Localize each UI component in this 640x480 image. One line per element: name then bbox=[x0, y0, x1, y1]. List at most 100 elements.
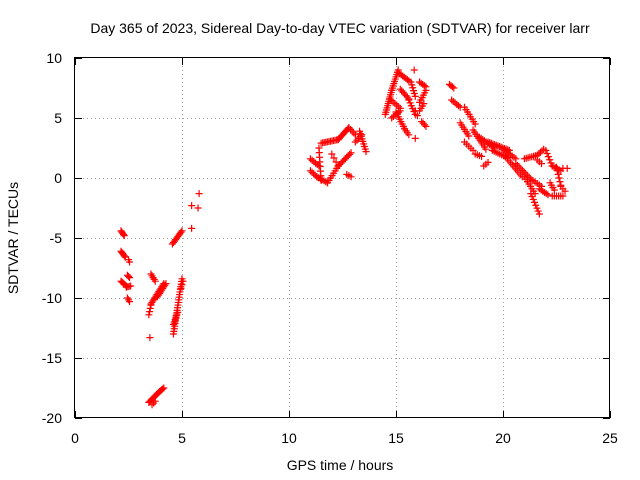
data-point bbox=[482, 145, 490, 153]
data-point bbox=[544, 191, 552, 199]
data-point bbox=[405, 131, 413, 139]
data-point bbox=[553, 167, 561, 175]
data-point bbox=[188, 202, 196, 210]
data-point bbox=[489, 140, 497, 148]
data-point bbox=[563, 164, 571, 172]
data-point bbox=[362, 148, 370, 156]
data-point bbox=[125, 272, 132, 280]
data-point bbox=[525, 173, 533, 181]
data-point bbox=[546, 156, 554, 164]
data-point bbox=[494, 142, 502, 150]
data-point bbox=[308, 168, 316, 176]
data-point bbox=[411, 134, 419, 142]
data-point bbox=[422, 122, 430, 130]
data-point bbox=[195, 190, 203, 198]
data-point bbox=[492, 141, 500, 149]
data-point bbox=[413, 112, 421, 120]
y-tick-label: 0 bbox=[54, 170, 62, 186]
axis-ticks bbox=[75, 58, 611, 419]
data-point bbox=[151, 397, 159, 405]
data-point bbox=[469, 146, 477, 154]
data-point bbox=[543, 150, 551, 158]
data-point bbox=[471, 120, 479, 128]
data-point bbox=[126, 274, 134, 282]
data-point bbox=[487, 139, 495, 147]
data-point bbox=[310, 170, 318, 178]
data-point bbox=[553, 163, 560, 171]
data-point bbox=[450, 84, 458, 92]
data-point bbox=[306, 167, 314, 175]
data-point bbox=[334, 162, 342, 170]
data-point bbox=[161, 281, 169, 289]
y-tick-label: -15 bbox=[42, 350, 62, 366]
data-point bbox=[542, 146, 550, 154]
data-point bbox=[146, 334, 154, 342]
data-point bbox=[177, 284, 185, 292]
data-point bbox=[561, 187, 569, 195]
data-point bbox=[347, 173, 355, 181]
data-point bbox=[410, 66, 418, 74]
x-tick-label: 20 bbox=[495, 430, 511, 446]
data-point bbox=[328, 150, 336, 158]
x-tick-label: 0 bbox=[71, 430, 79, 446]
data-point bbox=[178, 227, 186, 235]
data-point bbox=[515, 163, 523, 171]
data-points bbox=[117, 66, 571, 409]
y-tick-label: -5 bbox=[50, 230, 63, 246]
data-point bbox=[146, 304, 154, 312]
grid-lines bbox=[75, 58, 610, 418]
y-tick-label: -10 bbox=[42, 290, 62, 306]
data-point bbox=[538, 160, 546, 168]
data-point bbox=[126, 298, 134, 306]
data-point bbox=[554, 170, 562, 178]
data-point bbox=[347, 149, 355, 157]
data-point bbox=[330, 154, 338, 162]
x-tick-label: 5 bbox=[178, 430, 186, 446]
y-tick-label: 5 bbox=[54, 110, 62, 126]
data-point bbox=[188, 224, 196, 232]
y-tick-labels: -20 -15 -10 -5 0 5 10 bbox=[42, 50, 62, 426]
data-point bbox=[174, 308, 182, 316]
data-point bbox=[555, 174, 563, 182]
data-point bbox=[484, 158, 492, 166]
data-point bbox=[146, 308, 154, 316]
x-tick-labels: 0 5 10 15 20 25 bbox=[71, 430, 618, 446]
data-point bbox=[550, 186, 558, 194]
x-tick-label: 10 bbox=[281, 430, 297, 446]
data-point bbox=[420, 82, 428, 90]
chart-title: Day 365 of 2023, Sidereal Day-to-day VTE… bbox=[90, 20, 590, 36]
data-point bbox=[559, 192, 567, 200]
data-point bbox=[396, 107, 404, 115]
x-tick-label: 15 bbox=[388, 430, 404, 446]
data-point bbox=[465, 132, 473, 140]
y-axis-label: SDTVAR / TECUs bbox=[5, 182, 21, 294]
data-point bbox=[484, 138, 492, 146]
data-point bbox=[542, 190, 550, 198]
data-point bbox=[351, 131, 359, 139]
data-point bbox=[119, 230, 127, 238]
plot-frame bbox=[74, 57, 610, 418]
data-point bbox=[411, 92, 419, 100]
data-point bbox=[151, 277, 159, 285]
data-point bbox=[159, 385, 167, 393]
data-point bbox=[160, 384, 168, 392]
data-point bbox=[162, 280, 170, 288]
y-tick-label: -20 bbox=[42, 410, 62, 426]
data-point bbox=[420, 100, 428, 108]
data-point bbox=[556, 178, 564, 186]
data-point bbox=[454, 102, 462, 110]
x-tick-label: 25 bbox=[602, 430, 618, 446]
data-point bbox=[422, 86, 430, 94]
data-point bbox=[358, 131, 366, 139]
data-point bbox=[120, 252, 128, 260]
data-point bbox=[448, 83, 456, 91]
data-point bbox=[535, 150, 543, 158]
data-point bbox=[491, 141, 499, 149]
y-tick-label: 10 bbox=[46, 50, 62, 66]
data-point bbox=[178, 281, 186, 289]
data-point bbox=[194, 204, 202, 212]
data-point bbox=[332, 158, 340, 166]
data-point bbox=[403, 76, 411, 84]
